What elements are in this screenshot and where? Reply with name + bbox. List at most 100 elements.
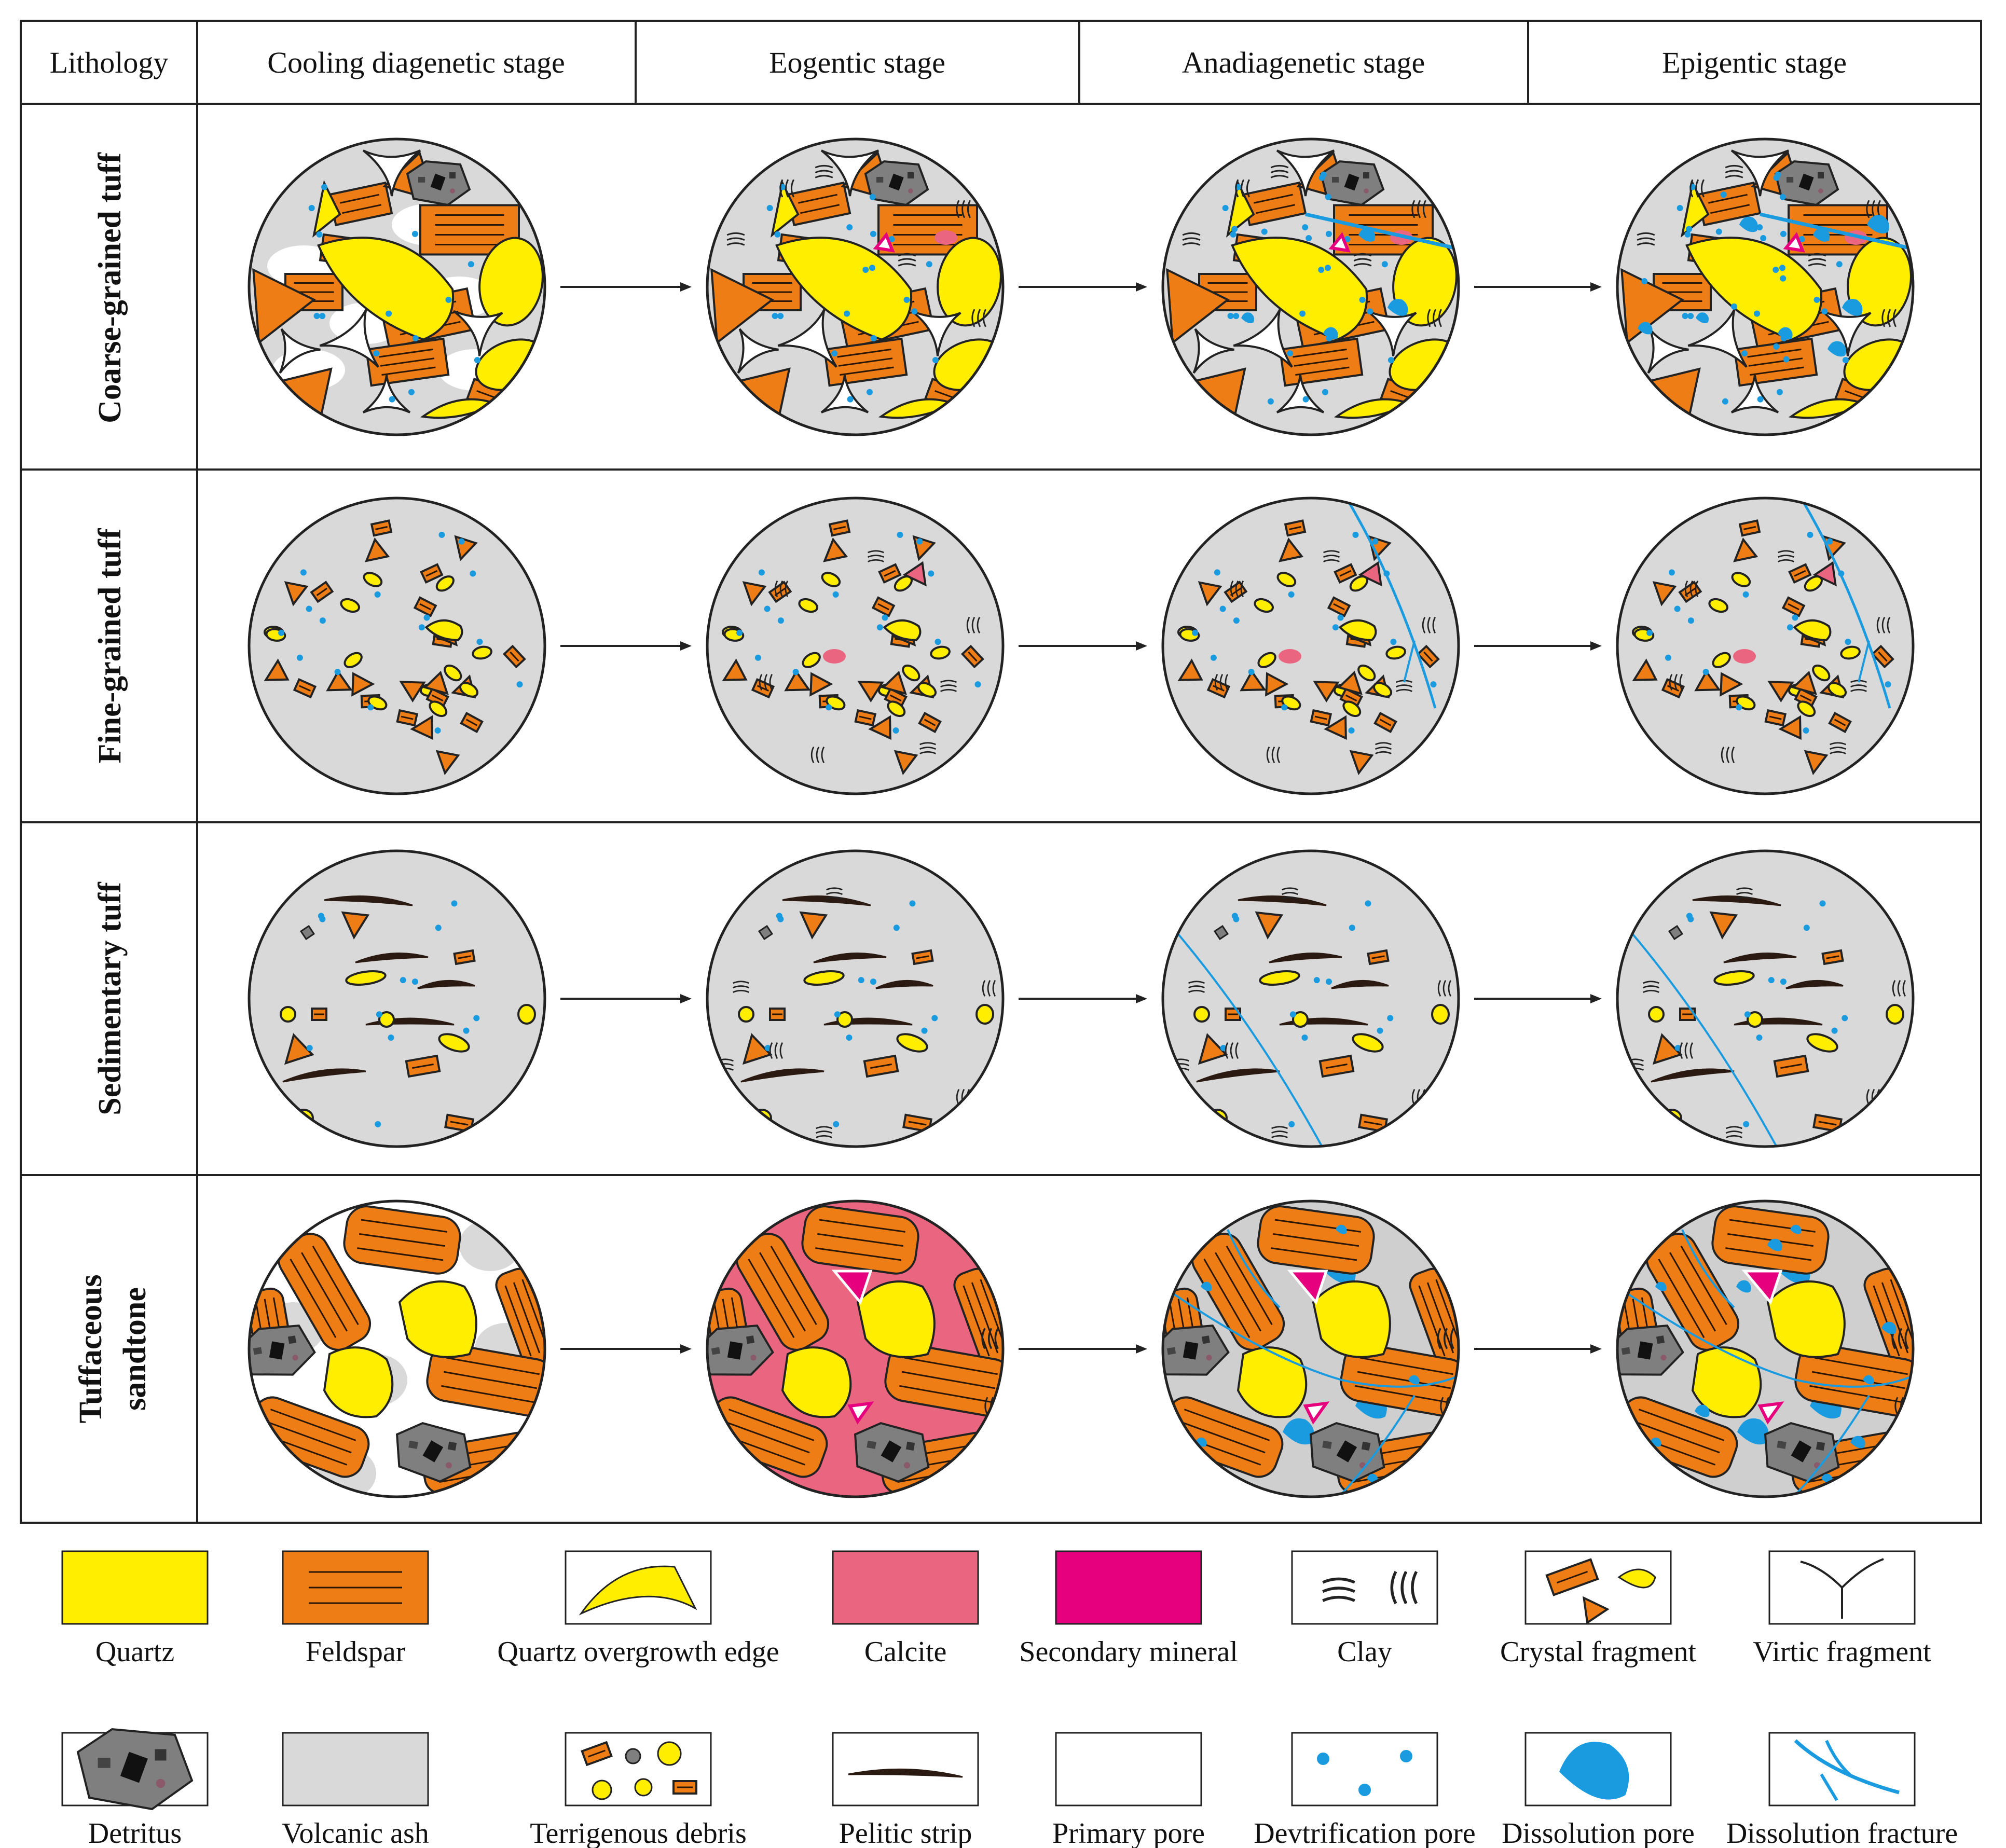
crystal-fragment	[868, 715, 891, 740]
calcite-cement	[823, 649, 846, 664]
quartz-swatch	[61, 1550, 209, 1625]
row-label-sandstone-line1: Tuffaceous	[73, 1274, 108, 1423]
legend-item-calcite: Calcite	[832, 1550, 979, 1668]
pelitic-strip	[875, 980, 933, 989]
virtic-fragment	[1647, 328, 1689, 374]
devitrification-pore	[932, 357, 939, 364]
detritus-grain	[76, 1728, 194, 1811]
dissolution-pore	[1790, 1224, 1802, 1234]
devitrification-pore	[1387, 1015, 1394, 1022]
calcite-cement	[1358, 561, 1382, 587]
quartz-grain	[517, 1004, 536, 1025]
devitrification-pore	[869, 265, 876, 271]
devitrification-pore	[1646, 629, 1653, 636]
quartz-grain	[344, 652, 363, 668]
devitrification-pore	[758, 569, 765, 576]
clay-mark	[1643, 981, 1659, 993]
legend-label: Quartz	[95, 1636, 174, 1668]
crystal-fragment	[1198, 1033, 1228, 1065]
devitrification-pore	[1736, 704, 1742, 711]
crystal-fragment	[784, 669, 811, 692]
clay-mark	[779, 179, 794, 198]
devitrification-pore	[736, 629, 743, 636]
dissolution-pore	[1736, 1280, 1751, 1293]
thin-section-outline	[1616, 849, 1915, 1148]
legend-item-terrigenous-debris: Terrigenous debris	[530, 1732, 747, 1848]
crystal-fragment	[252, 268, 316, 345]
devitrification-pore	[1359, 296, 1366, 303]
panel-sand-stage-4	[1616, 1199, 1915, 1498]
virtic-fragment	[1366, 310, 1417, 356]
quartz-grain	[1257, 652, 1276, 668]
quartz-grain	[1828, 682, 1847, 698]
thin-section-outline	[248, 1199, 546, 1498]
stage-arrowhead	[1136, 994, 1147, 1003]
virtic-fragment	[737, 328, 779, 374]
clay-mark	[774, 580, 789, 598]
devitrification-pore	[1192, 629, 1199, 636]
clay-mark	[1266, 746, 1281, 764]
thin-section-outline	[1161, 849, 1460, 1148]
legend-label: Devtrification pore	[1254, 1817, 1476, 1848]
devitrification-pore	[916, 538, 923, 545]
clay-mark	[956, 200, 971, 218]
quartz-grain	[887, 700, 906, 718]
pelitic-strip-icon	[832, 1732, 979, 1806]
devitrification-pore	[418, 624, 425, 631]
quartz-grain	[1342, 700, 1362, 718]
quartz-grain	[1193, 1006, 1210, 1023]
devitrification-pore	[375, 1121, 381, 1127]
crystal-fragment	[742, 1033, 773, 1065]
dissolution-pore	[1778, 327, 1793, 340]
crystal-fragment	[881, 670, 907, 695]
quartz-grain	[1886, 1004, 1904, 1025]
legend: Quartz Feldspar Quartz overgrowth edge Calc…	[61, 1550, 1958, 1848]
quartz-grain	[438, 1033, 470, 1053]
crystal-fragment	[1349, 750, 1374, 776]
virtic-fragment	[362, 149, 421, 197]
devitrification-pore	[1230, 231, 1236, 238]
virtic-fragment	[777, 309, 837, 368]
devitrification-pore	[1684, 231, 1691, 238]
feldspar-grain	[1773, 1054, 1809, 1078]
quartz-grain	[363, 572, 383, 587]
feldspar-grain	[405, 1054, 441, 1078]
devitrification-pore	[1826, 538, 1833, 545]
feldspar-grain	[1284, 519, 1307, 537]
devitrification-pore	[1325, 194, 1331, 200]
header-stage-4: Epigentic stage	[1662, 46, 1847, 79]
legend-label: Detritus	[88, 1817, 182, 1848]
quartz-grain	[1747, 1011, 1763, 1028]
secondary-mineral	[1757, 1401, 1784, 1425]
panel-fine-stage-3	[1161, 497, 1460, 795]
feldspar-grain	[884, 1343, 1003, 1417]
dissolution-fracture	[1175, 930, 1327, 1147]
virtic-fragment	[820, 149, 880, 197]
devitrification-pore	[1231, 913, 1238, 919]
volcanic-ash-matrix	[249, 498, 545, 794]
devitrification-pore	[1248, 669, 1255, 675]
quartz-grain	[444, 664, 462, 682]
feldspar-grain	[1788, 563, 1812, 584]
stage-arrowhead	[1590, 282, 1602, 292]
clay-mark	[1637, 232, 1655, 246]
pelitic-strip	[848, 1768, 963, 1778]
devitrification-pore	[1210, 654, 1217, 661]
clay-mark	[1437, 1328, 1454, 1349]
devitrification-pore	[1742, 591, 1749, 598]
devitrification-pore	[470, 570, 476, 577]
devitrification-pore	[832, 591, 839, 598]
panel-coarse-stage-4	[1616, 137, 1915, 436]
quartz-grain	[937, 237, 1002, 327]
panels	[248, 137, 1915, 1498]
devitrification-pore	[1686, 913, 1693, 919]
devitrification-pore	[1313, 977, 1320, 984]
dissolution-fracture	[1403, 640, 1416, 683]
legend-label: Volcanic ash	[282, 1817, 429, 1848]
feldspar-grain	[426, 1343, 545, 1417]
devitrification-pore	[870, 335, 877, 342]
devitrification-pore	[1665, 654, 1671, 661]
detritus-icon	[61, 1728, 209, 1811]
devitrification-pore	[1687, 617, 1694, 624]
devitrification-pore	[1783, 356, 1790, 363]
